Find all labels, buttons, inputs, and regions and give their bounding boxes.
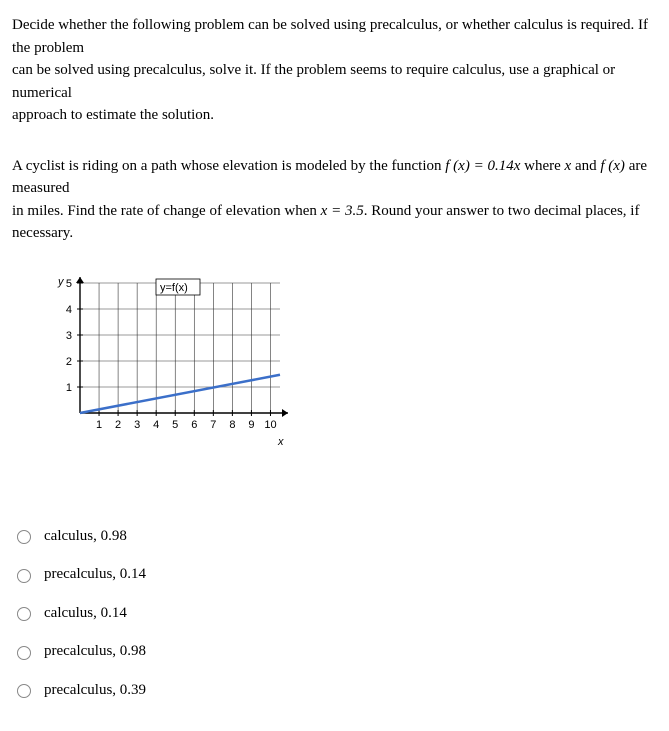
option-radio-1[interactable]	[17, 569, 31, 583]
svg-text:9: 9	[248, 419, 254, 431]
svg-text:8: 8	[229, 419, 235, 431]
svg-text:3: 3	[66, 330, 72, 342]
answer-options: calculus, 0.98 precalculus, 0.14 calculu…	[12, 525, 657, 702]
option-label: precalculus, 0.98	[44, 640, 146, 663]
svg-text:3: 3	[134, 419, 140, 431]
svg-text:4: 4	[66, 304, 72, 316]
option-label: precalculus, 0.39	[44, 679, 146, 702]
svg-text:4: 4	[153, 419, 159, 431]
question-problem: A cyclist is riding on a path whose elev…	[12, 155, 657, 245]
svg-text:2: 2	[115, 419, 121, 431]
svg-text:1: 1	[96, 419, 102, 431]
option-radio-2[interactable]	[17, 607, 31, 621]
option-row[interactable]: precalculus, 0.39	[12, 679, 657, 702]
intro-text: Decide whether the following problem can…	[12, 14, 657, 127]
question-intro: Decide whether the following problem can…	[12, 14, 657, 127]
svg-text:x: x	[277, 436, 284, 448]
svg-text:5: 5	[172, 419, 178, 431]
option-row[interactable]: precalculus, 0.14	[12, 563, 657, 586]
elevation-chart: 1 2 3 4 5 6 7 8 9 10 1 2 3 4 5 x y y=f(x)	[40, 275, 300, 465]
option-label: calculus, 0.14	[44, 602, 127, 625]
svg-text:2: 2	[66, 356, 72, 368]
option-row[interactable]: precalculus, 0.98	[12, 640, 657, 663]
problem-text: A cyclist is riding on a path whose elev…	[12, 155, 657, 245]
svg-text:1: 1	[66, 382, 72, 394]
option-label: calculus, 0.98	[44, 525, 127, 548]
svg-text:y=f(x): y=f(x)	[160, 282, 188, 294]
option-radio-4[interactable]	[17, 684, 31, 698]
svg-text:7: 7	[210, 419, 216, 431]
svg-text:y: y	[57, 276, 65, 288]
svg-text:5: 5	[66, 278, 72, 290]
option-row[interactable]: calculus, 0.14	[12, 602, 657, 625]
chart-svg: 1 2 3 4 5 6 7 8 9 10 1 2 3 4 5 x y y=f(x)	[40, 275, 300, 455]
option-radio-3[interactable]	[17, 646, 31, 660]
svg-text:6: 6	[191, 419, 197, 431]
option-radio-0[interactable]	[17, 530, 31, 544]
option-label: precalculus, 0.14	[44, 563, 146, 586]
svg-text:10: 10	[264, 419, 276, 431]
option-row[interactable]: calculus, 0.98	[12, 525, 657, 548]
